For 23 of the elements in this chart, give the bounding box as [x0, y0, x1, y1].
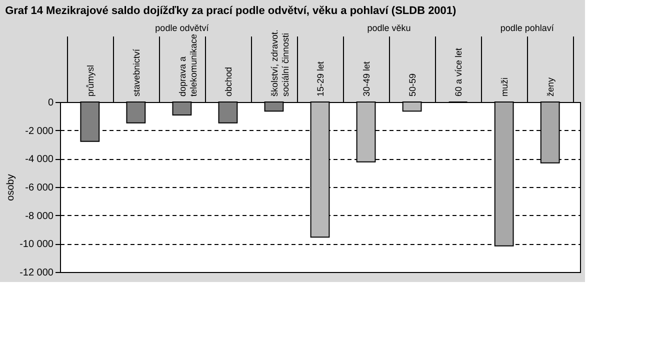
x-tick-label: obchod: [223, 66, 234, 96]
y-tick-label: -12 000: [20, 268, 54, 278]
x-tick-label: stavebnictví: [131, 48, 142, 96]
y-tick-label: -10 000: [20, 239, 54, 250]
y-tick-label: -2 000: [25, 126, 54, 137]
y-tick-label: 0: [48, 98, 54, 108]
y-tick-label: -8 000: [25, 210, 54, 222]
text: podle pohlaví: [500, 23, 554, 33]
y-tick-label: -4 000: [25, 154, 54, 166]
x-tick-label: 15-29 let: [316, 60, 326, 96]
chart-title: Graf 14 Mezikrajové saldo dojížďky za prací podle odvětví, věku a pohlaví (SLDB 2001): [5, 5, 457, 17]
x-tick-label: 60 a více let: [454, 47, 464, 96]
x-tick-label: průmysl: [85, 64, 96, 96]
x-tick-label: 50-59: [408, 73, 418, 96]
x-tick-label: 30-49 let: [362, 60, 372, 96]
text: podle věku: [367, 23, 411, 33]
x-tick-label: muži: [500, 77, 510, 96]
text: podle odvětví: [155, 23, 210, 33]
y-axis-title: osoby: [6, 174, 17, 201]
x-tick-label: ženy: [546, 76, 556, 96]
x-tick-label: doprava a telekomunikace: [177, 34, 198, 96]
y-tick-label: -6 000: [25, 182, 54, 194]
x-tick-label: školství, zdravot. sociální činnosti: [269, 29, 290, 96]
